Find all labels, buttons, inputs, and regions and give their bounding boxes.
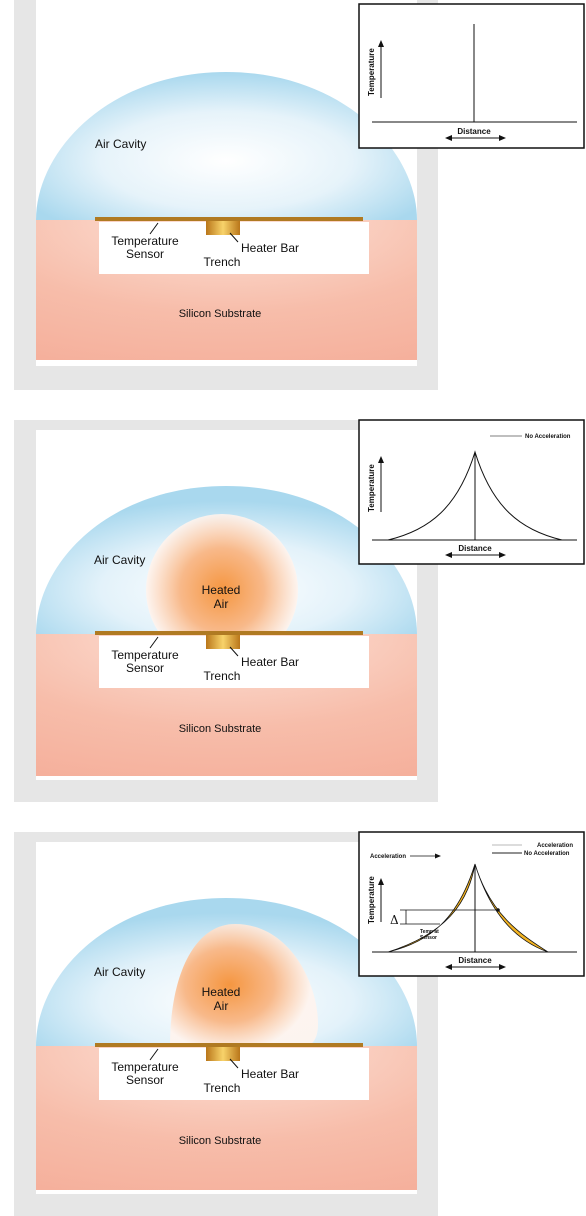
graph-x-label: Distance <box>458 956 492 965</box>
graph-x-label: Distance <box>457 127 491 136</box>
legend-no-acceleration: No Acceleration <box>524 851 570 857</box>
heater-leader <box>229 1058 239 1069</box>
legend-acceleration: Acceleration <box>537 843 573 849</box>
air-cavity-label: Air Cavity <box>94 553 145 567</box>
heater-bar <box>206 221 240 235</box>
heated-air-label-line2: Air <box>214 999 229 1013</box>
delta-symbol: Δ <box>390 913 399 927</box>
sensor-cross-section-acceleration: Air Cavity Heated Air Temperature Sensor… <box>14 831 585 1216</box>
acceleration-arrowhead <box>435 853 441 859</box>
legend-no-acceleration: No Acceleration <box>525 434 571 440</box>
substrate-label: Silicon Substrate <box>179 1135 262 1147</box>
curve-difference-right <box>474 863 549 953</box>
heater-leader <box>229 232 239 243</box>
graph-y-label: Temperature <box>367 464 376 512</box>
temp-sensor-leader <box>149 636 159 649</box>
panel-no-acceleration: Air Cavity Heated Air Temperature Sensor… <box>0 412 586 802</box>
heater-bar <box>206 635 240 649</box>
heated-air-label: Heated <box>202 583 241 597</box>
trench-label: Trench <box>204 1081 241 1095</box>
trench-label: Trench <box>204 255 241 269</box>
acceleration-arrow-label: Acceleration <box>370 854 406 860</box>
sensor-point <box>496 908 500 912</box>
heater-bar-label: Heater Bar <box>241 241 299 255</box>
temp-sensor-leader <box>149 222 159 235</box>
x-arrow-right <box>499 135 506 141</box>
x-arrow-right <box>499 552 506 558</box>
heated-air-label-line2: Air <box>214 597 229 611</box>
y-arrowhead <box>378 456 384 463</box>
temp-sensor-label: Temperature <box>111 234 179 248</box>
x-arrow-right <box>499 964 506 970</box>
x-arrow-left <box>445 964 452 970</box>
graph-box <box>358 3 585 149</box>
panel-idle: Air Cavity Temperature Sensor Heater Bar… <box>0 0 586 390</box>
graph-x-label: Distance <box>458 544 492 553</box>
temp-sensor-label-line2: Sensor <box>126 247 164 261</box>
x-arrow-left <box>445 135 452 141</box>
air-cavity-label: Air Cavity <box>94 965 145 979</box>
graph-y-label: Temperature <box>367 48 376 96</box>
temp-sensor-label-line2: Sensor <box>126 661 164 675</box>
heater-leader <box>229 646 239 657</box>
temperature-graph: Δ Temp at Sensor Acceleration Accelerati… <box>358 831 585 977</box>
sensor-membrane <box>95 217 363 221</box>
heater-bar-label: Heater Bar <box>241 655 299 669</box>
y-arrowhead <box>378 40 384 47</box>
air-cavity-dome <box>36 72 417 220</box>
temp-at-sensor-label-line2: Sensor <box>420 935 437 941</box>
graph-box <box>358 419 585 565</box>
temp-sensor-label-line2: Sensor <box>126 1073 164 1087</box>
heated-air-bubble <box>170 924 318 1046</box>
substrate-label: Silicon Substrate <box>179 308 262 320</box>
heater-bar-label: Heater Bar <box>241 1067 299 1081</box>
panel-acceleration: Air Cavity Heated Air Temperature Sensor… <box>0 824 586 1216</box>
sensor-cross-section-idle: Air Cavity Temperature Sensor Heater Bar… <box>14 0 585 390</box>
air-cavity-label: Air Cavity <box>95 137 146 151</box>
temp-sensor-label: Temperature <box>111 1060 179 1074</box>
heated-air-label: Heated <box>202 985 241 999</box>
temp-sensor-leader <box>149 1048 159 1061</box>
heater-bar <box>206 1047 240 1061</box>
y-arrowhead <box>378 878 384 885</box>
x-arrow-left <box>445 552 452 558</box>
temp-sensor-label: Temperature <box>111 648 179 662</box>
temperature-graph: No Acceleration Temperature Distance <box>358 419 585 565</box>
sensor-cross-section-no-acceleration: Air Cavity Heated Air Temperature Sensor… <box>14 419 585 802</box>
trench-label: Trench <box>204 669 241 683</box>
substrate-label: Silicon Substrate <box>179 723 262 735</box>
heated-air-bubble <box>146 514 298 666</box>
temperature-graph: Temperature Distance <box>358 3 585 149</box>
no-acceleration-curve <box>387 450 563 541</box>
temp-at-sensor-label: Temp at <box>420 929 439 935</box>
graph-y-label: Temperature <box>367 876 376 924</box>
sensor-membrane <box>95 631 363 635</box>
sensor-membrane <box>95 1043 363 1047</box>
